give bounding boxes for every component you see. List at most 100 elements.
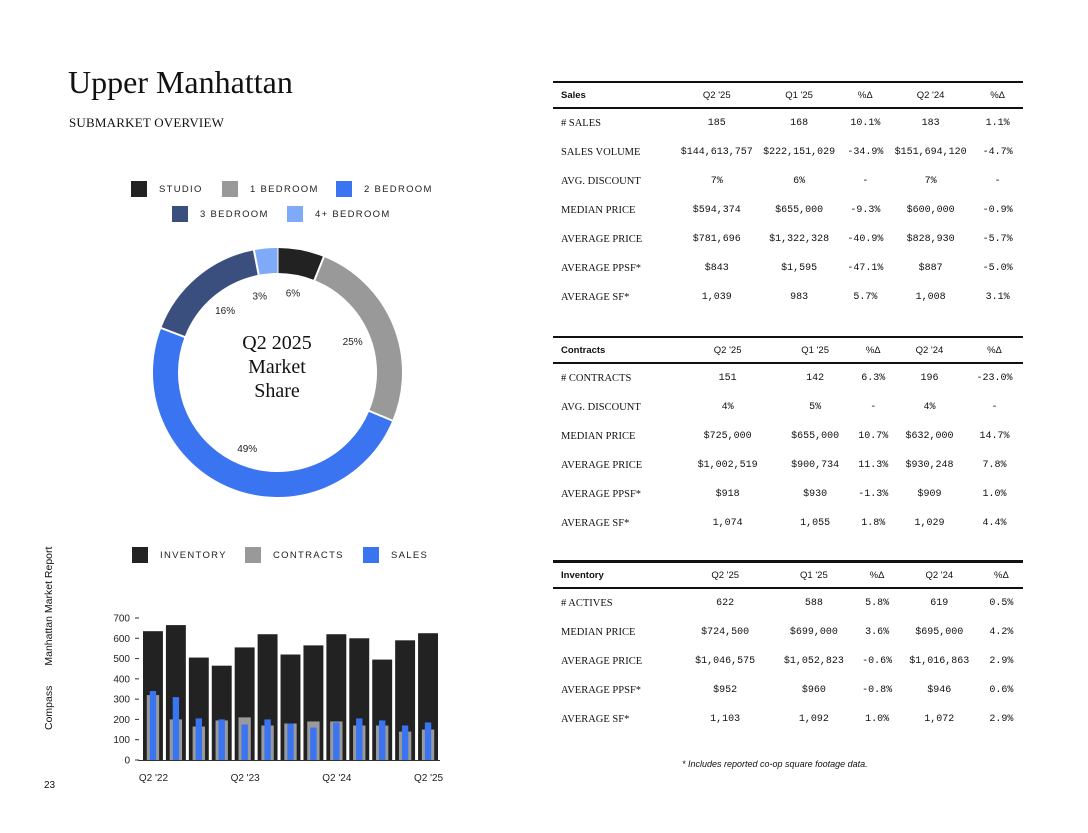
row-label: AVERAGE SF* <box>561 292 630 303</box>
cell: 1,008 <box>915 292 946 303</box>
cell: - <box>862 176 869 187</box>
cell: $828,930 <box>906 234 955 245</box>
cell: -5.7% <box>982 234 1013 245</box>
cell: 4% <box>721 402 734 413</box>
cell: $594,374 <box>692 205 741 216</box>
cell: $843 <box>704 263 729 274</box>
donut-slice <box>253 248 278 275</box>
donut-slice-divider <box>313 255 326 282</box>
cell: 7.8% <box>982 460 1007 471</box>
row-label: MEDIAN PRICE <box>561 431 636 442</box>
table-header-row: Sales Q2 '25 Q1 '25 %Δ Q2 '24 %Δ <box>553 81 1023 109</box>
row-label: AVERAGE PPSF* <box>561 263 642 274</box>
table-row: # ACTIVES 622 588 5.8% 619 0.5% <box>553 588 1023 618</box>
cell: 1,029 <box>914 518 945 529</box>
y-tick-label: 300 <box>113 695 130 706</box>
row-label: AVERAGE PRICE <box>561 460 643 471</box>
sales-bar <box>264 719 271 760</box>
cell: $1,322,328 <box>769 234 830 245</box>
cell: $946 <box>927 685 952 696</box>
cell: 1,072 <box>924 714 955 725</box>
market-share-donut-chart: 6% 25% 49% 16% 3% <box>153 247 402 498</box>
row-label: # CONTRACTS <box>561 373 632 384</box>
column-header: Q1 '25 <box>776 336 854 364</box>
legend-label: INVENTORY <box>160 549 227 561</box>
row-label: SALES VOLUME <box>561 147 641 158</box>
row-label: # ACTIVES <box>561 598 613 609</box>
cell: 1,103 <box>710 714 741 725</box>
x-tick-label: Q2 '22 <box>139 773 169 784</box>
donut-slice-label: 25% <box>343 337 363 348</box>
legend-label: 2 BEDROOM <box>364 183 433 195</box>
sales-bar <box>287 723 294 760</box>
cell: $695,000 <box>915 627 964 638</box>
cell: -40.9% <box>847 234 884 245</box>
y-tick-label: 400 <box>113 674 130 685</box>
table-row: # SALES 185 168 10.1% 183 1.1% <box>553 108 1023 138</box>
table-header-row: Inventory Q2 '25 Q1 '25 %Δ Q2 '24 %Δ <box>553 561 1023 589</box>
brand-name: Compass <box>43 685 55 730</box>
column-header: %Δ <box>965 336 1023 364</box>
cell: 168 <box>790 118 809 129</box>
cell: 4.2% <box>989 627 1014 638</box>
cell: 7% <box>710 176 723 187</box>
cell: 1.1% <box>985 118 1010 129</box>
cell: 0.5% <box>989 598 1014 609</box>
cell: 4% <box>923 402 936 413</box>
legend-swatch <box>245 547 261 563</box>
cell: -0.8% <box>862 685 893 696</box>
legend-label: 3 BEDROOM <box>200 208 269 220</box>
row-label: AVERAGE PRICE <box>561 234 643 245</box>
cell: 7% <box>924 176 937 187</box>
cell: 2.9% <box>989 714 1014 725</box>
table-row: AVERAGE SF* 1,103 1,092 1.0% 1,072 2.9% <box>553 705 1023 734</box>
row-label: AVG. DISCOUNT <box>561 176 641 187</box>
report-name: Manhattan Market Report <box>43 546 55 666</box>
column-header: Q2 '25 <box>678 336 777 364</box>
table-title: Sales <box>553 81 678 109</box>
cell: $655,000 <box>791 431 840 442</box>
cell: $151,694,120 <box>894 147 967 158</box>
table-row: AVG. DISCOUNT 7% 6% - 7% - <box>553 167 1023 196</box>
y-tick-label: 100 <box>113 735 130 746</box>
inventory-contracts-sales-bar-chart: 0 100 200 300 400 500 600 700 Q2 '22 Q2 '23 Q2 '24… <box>113 614 443 785</box>
cell: $724,500 <box>701 627 750 638</box>
y-tick-label: 700 <box>113 614 130 625</box>
table-row: AVERAGE PPSF* $843 $1,595 -47.1% $887 -5.0% <box>553 254 1023 283</box>
cell: - <box>991 402 998 413</box>
column-header: %Δ <box>972 81 1023 109</box>
legend-item-sales: SALES <box>363 547 428 563</box>
cell: - <box>994 176 1001 187</box>
donut-slice-divider <box>252 249 260 276</box>
cell: 619 <box>930 598 949 609</box>
cell: - <box>870 402 877 413</box>
sales-table: Sales Q2 '25 Q1 '25 %Δ Q2 '24 %Δ # SALES… <box>553 81 1023 312</box>
sales-bar <box>195 718 202 760</box>
cell: $960 <box>801 685 826 696</box>
cell: 588 <box>804 598 823 609</box>
cell: 5.8% <box>865 598 890 609</box>
cell: $1,016,863 <box>909 656 970 667</box>
donut-center-label: Q2 2025 Market Share <box>207 331 347 403</box>
cell: 3.6% <box>865 627 890 638</box>
cell: 1.0% <box>865 714 890 725</box>
cell: -0.9% <box>982 205 1013 216</box>
cell: $144,613,757 <box>680 147 753 158</box>
cell: 10.7% <box>858 431 889 442</box>
legend-item-contracts: CONTRACTS <box>245 547 344 563</box>
legend-label: 1 BEDROOM <box>250 183 319 195</box>
table-row: AVERAGE PRICE $1,002,519 $900,734 11.3% $930… <box>553 451 1023 480</box>
cell: $952 <box>713 685 738 696</box>
contracts-table: Contracts Q2 '25 Q1 '25 %Δ Q2 '24 %Δ # C… <box>553 336 1023 538</box>
sales-bar <box>333 722 340 760</box>
table-row: AVERAGE SF* 1,039 983 5.7% 1,008 3.1% <box>553 283 1023 312</box>
row-label: AVERAGE PPSF* <box>561 685 642 696</box>
legend-label: SALES <box>391 549 429 561</box>
row-label: AVERAGE PPSF* <box>561 489 642 500</box>
legend-swatch <box>172 206 188 222</box>
sales-bar <box>310 727 317 760</box>
cell: 11.3% <box>858 460 889 471</box>
y-tick-label: 500 <box>113 654 130 665</box>
table-row: AVERAGE SF* 1,074 1,055 1.8% 1,029 4.4% <box>553 509 1023 538</box>
cell: $1,052,823 <box>783 656 844 667</box>
